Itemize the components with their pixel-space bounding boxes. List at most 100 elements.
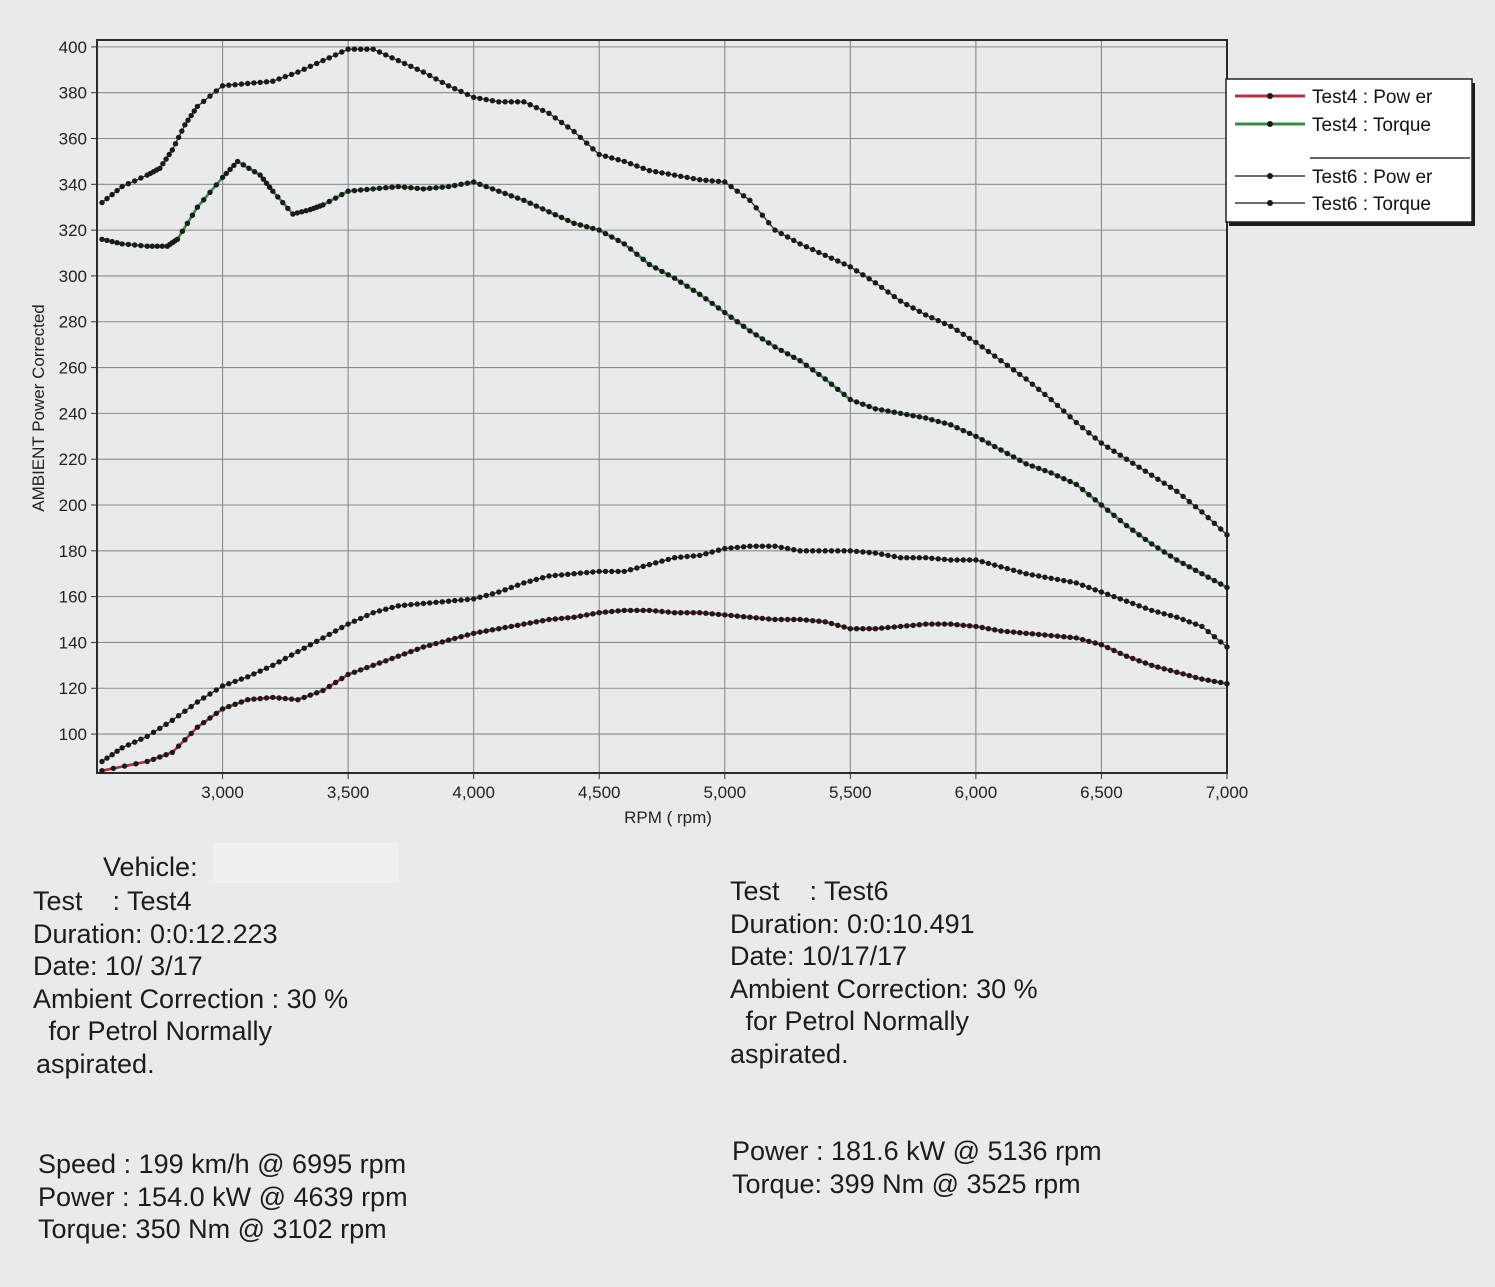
data-point — [182, 737, 188, 743]
data-point — [653, 608, 659, 614]
data-point — [1155, 664, 1161, 670]
data-point — [301, 645, 307, 651]
data-point — [1180, 671, 1186, 677]
data-point — [157, 754, 163, 760]
data-point — [910, 622, 916, 628]
data-point — [860, 272, 866, 278]
data-point — [897, 555, 904, 561]
data-point — [201, 197, 207, 203]
data-point — [816, 548, 822, 554]
data-point — [709, 549, 715, 555]
data-point — [948, 323, 954, 329]
data-point — [326, 683, 332, 690]
data-point — [189, 212, 196, 218]
data-point — [332, 195, 339, 201]
data-point — [1105, 444, 1111, 450]
data-point — [1010, 367, 1017, 373]
data-point — [784, 234, 791, 240]
data-point — [194, 103, 201, 110]
data-point — [778, 544, 784, 551]
data-point — [1017, 457, 1023, 463]
data-point — [609, 608, 615, 615]
data-point — [163, 752, 169, 758]
data-point — [904, 411, 910, 418]
data-point — [439, 79, 445, 86]
data-point — [1054, 633, 1061, 639]
data-point — [483, 628, 489, 634]
data-point — [1086, 584, 1092, 591]
data-point — [1205, 628, 1211, 635]
data-point — [1004, 450, 1010, 457]
series-line — [101, 159, 1228, 589]
data-point — [227, 166, 233, 173]
test6-duration: Duration: 0:0:10.491 — [730, 908, 975, 939]
data-point — [1167, 484, 1174, 490]
data-point — [891, 409, 897, 415]
y-tick-label: 140 — [59, 633, 87, 652]
data-point — [734, 319, 740, 325]
data-point — [1048, 396, 1054, 403]
data-point — [1048, 575, 1054, 581]
data-point — [627, 567, 634, 573]
data-point — [653, 560, 659, 566]
x-tick-label: 4,000 — [452, 783, 495, 802]
data-point — [226, 681, 232, 687]
data-point — [540, 575, 546, 581]
data-point — [1073, 635, 1080, 641]
grid — [97, 40, 1227, 773]
data-point — [332, 52, 339, 58]
data-point — [992, 562, 998, 568]
data-point — [1130, 655, 1136, 662]
data-point — [816, 371, 822, 378]
data-point — [326, 631, 332, 638]
data-point — [207, 691, 213, 697]
data-point — [452, 182, 458, 189]
data-point — [489, 98, 496, 104]
data-point — [1192, 674, 1199, 681]
data-point — [188, 112, 194, 119]
data-point — [104, 237, 110, 244]
data-point — [496, 589, 502, 595]
data-point — [276, 695, 282, 701]
data-point — [169, 147, 175, 153]
data-point — [948, 621, 954, 627]
data-point — [179, 228, 186, 234]
data-point — [621, 158, 627, 165]
data-point — [1218, 679, 1224, 686]
data-point — [985, 440, 992, 446]
data-point — [219, 683, 226, 689]
data-point — [835, 258, 841, 264]
data-point — [1086, 638, 1092, 644]
data-point — [540, 107, 546, 114]
data-point — [1067, 478, 1073, 485]
data-point — [935, 418, 941, 425]
data-point — [828, 548, 835, 554]
data-point — [464, 180, 471, 186]
data-point — [1155, 476, 1161, 482]
data-point — [1048, 470, 1054, 476]
data-point — [910, 413, 916, 419]
data-point — [1218, 526, 1224, 532]
data-point — [1123, 598, 1130, 604]
data-point — [182, 708, 188, 714]
data-point — [314, 638, 320, 644]
data-point — [577, 613, 584, 619]
data-point — [904, 623, 910, 629]
data-point — [1010, 629, 1017, 635]
data-point — [1111, 448, 1117, 454]
data-point — [558, 615, 565, 622]
data-point — [828, 381, 835, 387]
data-point — [408, 648, 414, 655]
data-point — [345, 188, 351, 194]
data-point — [270, 188, 276, 194]
data-point — [1186, 498, 1193, 505]
data-point — [803, 548, 810, 554]
data-point — [427, 72, 433, 79]
data-point — [238, 81, 245, 87]
data-point — [615, 608, 621, 614]
data-point — [1218, 581, 1224, 587]
data-point — [376, 185, 383, 191]
data-point — [778, 616, 784, 623]
x-axis-label: RPM ( rpm) — [624, 808, 712, 827]
data-point — [138, 736, 144, 742]
